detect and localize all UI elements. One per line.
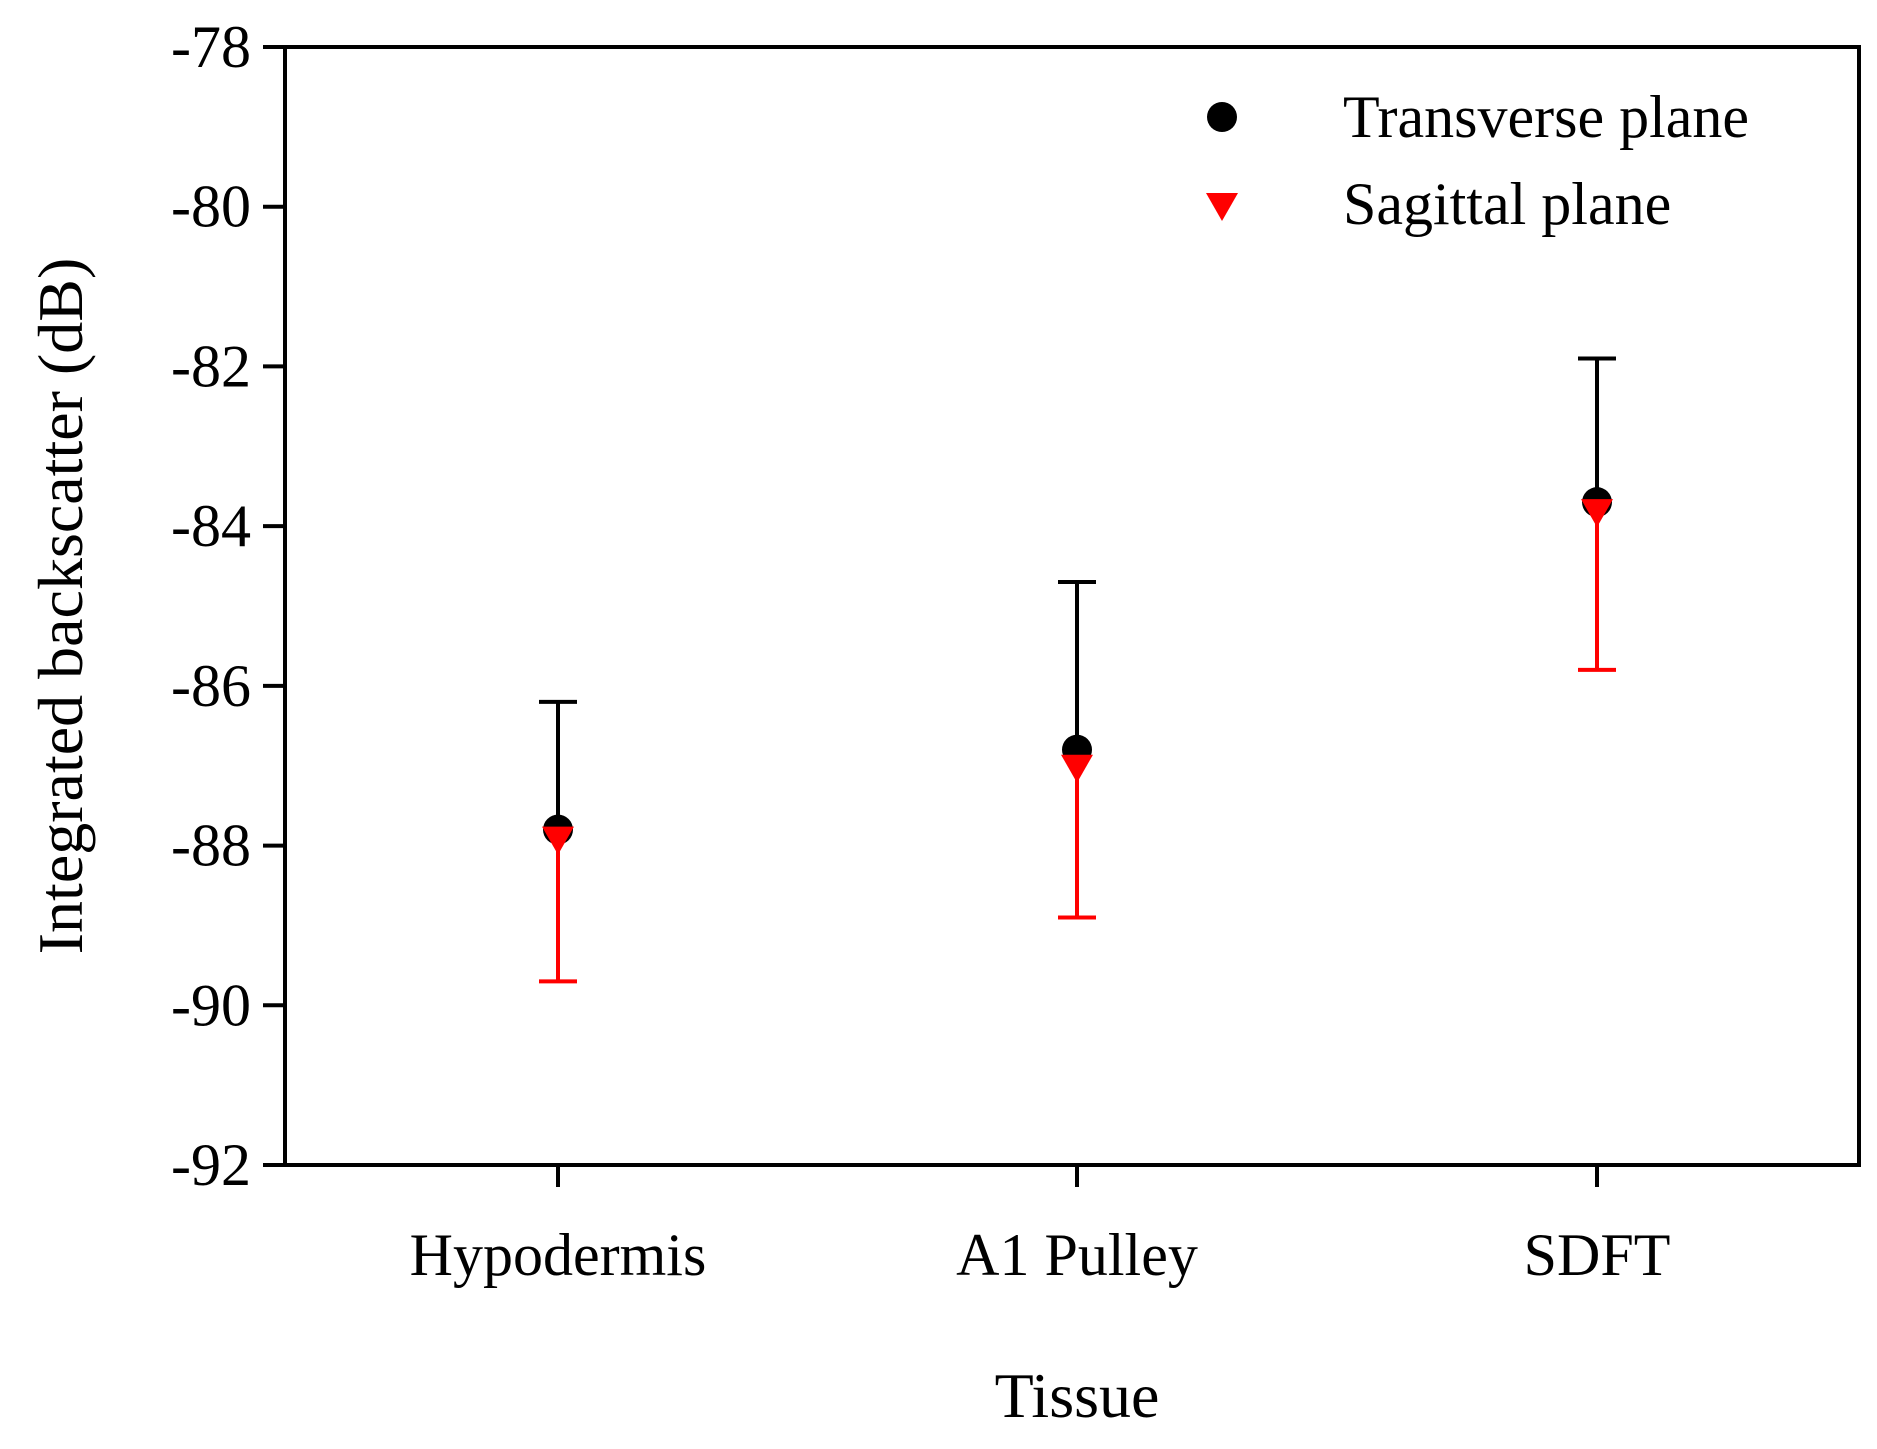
legend-marker-transverse xyxy=(1207,102,1237,132)
x-tick-label: SDFT xyxy=(1524,1222,1671,1288)
y-axis-title: Integrated backscatter (dB) xyxy=(25,258,96,955)
x-tick-label: Hypodermis xyxy=(410,1222,707,1288)
legend-marker-sagittal xyxy=(1206,193,1238,221)
data-point-sagittal xyxy=(1581,499,1613,528)
y-axis-ticks: -78 -80 -82 -84 -86 -88 -90 -92 xyxy=(171,14,285,1198)
y-tick-label: -90 xyxy=(171,972,251,1038)
y-tick-label: -84 xyxy=(171,493,251,559)
x-tick-label: A1 Pulley xyxy=(956,1222,1198,1288)
x-axis-title: Tissue xyxy=(995,1360,1160,1431)
data-point-sagittal xyxy=(1061,754,1093,783)
y-tick-label: -78 xyxy=(171,14,251,80)
y-tick-label: -88 xyxy=(171,813,251,879)
y-tick-label: -92 xyxy=(171,1132,251,1198)
y-tick-label: -86 xyxy=(171,653,251,719)
plot-area-frame xyxy=(283,45,1861,1167)
data-point-sagittal xyxy=(542,826,574,855)
x-axis-ticks: Hypodermis A1 Pulley SDFT xyxy=(410,1165,1671,1288)
legend: Transverse plane Sagittal plane xyxy=(1206,84,1749,237)
legend-label: Transverse plane xyxy=(1343,84,1749,150)
data-marks xyxy=(539,356,1616,984)
legend-label: Sagittal plane xyxy=(1343,171,1671,237)
y-tick-label: -82 xyxy=(171,333,251,399)
y-tick-label: -80 xyxy=(171,174,251,240)
